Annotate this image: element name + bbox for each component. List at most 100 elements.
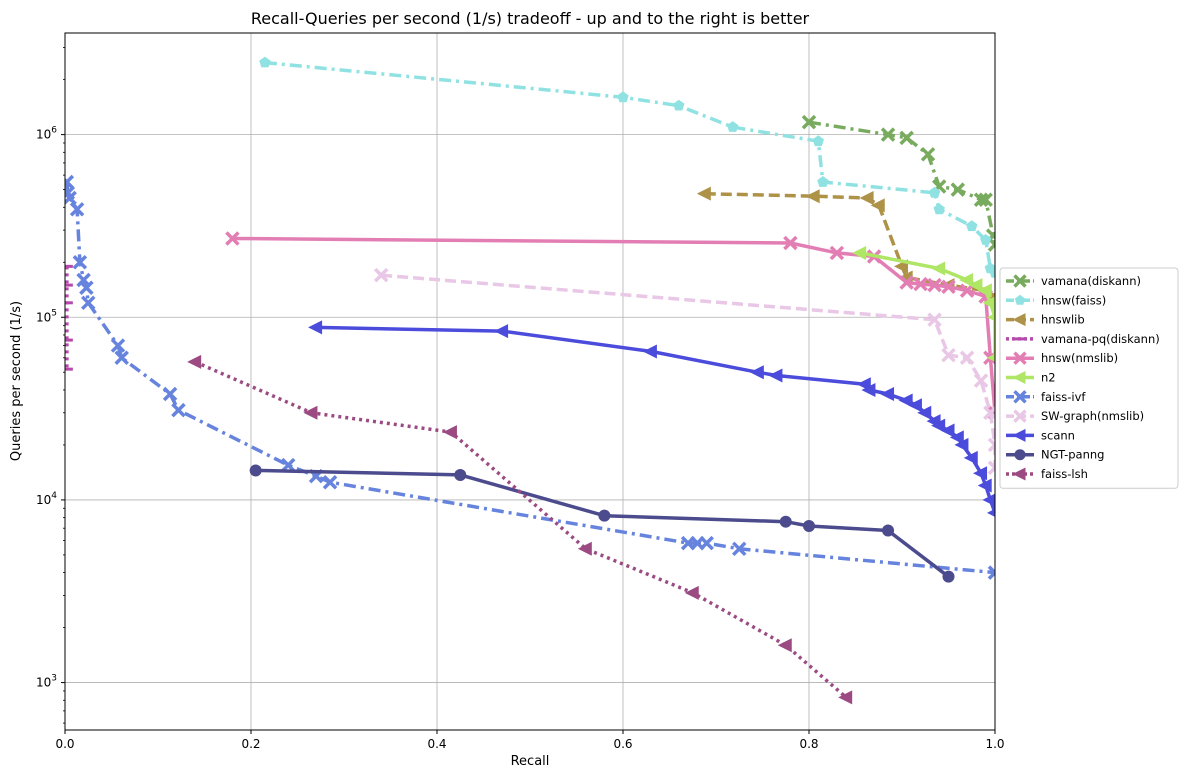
data-point — [917, 405, 932, 420]
data-point — [963, 450, 978, 465]
data-point — [920, 147, 936, 162]
data-point — [259, 56, 271, 68]
data-point — [880, 127, 896, 142]
data-point — [987, 437, 995, 453]
data-point — [187, 354, 202, 369]
data-point — [959, 272, 974, 287]
data-point — [852, 245, 867, 260]
data-point — [749, 365, 764, 380]
y-tick-label: 103 — [36, 674, 57, 690]
data-point — [927, 277, 942, 293]
data-point — [968, 278, 983, 293]
legend-label: scann — [1041, 428, 1075, 442]
legend-box — [999, 267, 1179, 489]
data-point — [249, 464, 262, 477]
series-scann — [308, 320, 995, 517]
data-point — [72, 255, 88, 270]
legend-item: NGT-panng — [1006, 448, 1104, 462]
legend-item: scann — [1006, 428, 1075, 442]
x-tick-label: 0.2 — [241, 737, 260, 751]
data-point — [801, 114, 817, 130]
data-point — [727, 121, 739, 132]
legend-marker — [1012, 467, 1026, 481]
series-hnsw-nmslib- — [225, 231, 995, 421]
data-point — [69, 202, 85, 217]
legend-label: vamana(diskann) — [1041, 274, 1141, 288]
legend-marker — [1013, 274, 1027, 288]
data-point — [942, 570, 955, 583]
data-point — [880, 387, 895, 402]
data-point — [171, 402, 186, 418]
data-point — [931, 261, 946, 276]
chart-title: Recall-Queries per second (1/s) tradeoff… — [251, 9, 810, 28]
legend-label: vamana-pq(diskann) — [1041, 332, 1160, 346]
data-point — [913, 276, 928, 292]
x-tick-label: 1.0 — [985, 737, 1004, 751]
data-point — [454, 468, 467, 481]
data-point — [966, 220, 978, 232]
legend-item: hnsw(faiss) — [1006, 293, 1106, 307]
data-point — [442, 425, 457, 440]
y-tick-label: 106 — [36, 126, 57, 142]
series-layer — [65, 56, 995, 705]
data-point — [779, 515, 792, 528]
data-point — [684, 585, 699, 600]
data-point — [777, 638, 792, 653]
series-hnsw-faiss- — [259, 56, 995, 278]
data-point — [732, 541, 747, 557]
data-point — [783, 235, 798, 251]
legend-marker — [1012, 313, 1026, 327]
data-point — [899, 130, 914, 146]
data-point — [76, 272, 91, 288]
data-point — [931, 418, 946, 433]
series-faiss-ivf — [65, 174, 995, 580]
data-point — [933, 203, 945, 215]
legend-label: hnsw(faiss) — [1041, 293, 1106, 307]
data-point — [838, 690, 853, 705]
legend-item: faiss-ivf — [1006, 390, 1086, 404]
axis-ticks: 0.0 0.2 0.4 0.6 0.8 1.0 103 104 105 106 — [36, 47, 1005, 751]
legend: vamana(diskann) hnsw(faiss) hnswlib vamana-… — [999, 267, 1179, 489]
x-tick-label: 0.0 — [55, 737, 74, 751]
x-tick-label: 0.8 — [799, 737, 818, 751]
data-point — [577, 541, 592, 556]
data-point — [598, 509, 611, 522]
series-sw-graph-nmslib- — [373, 267, 995, 475]
data-point — [805, 189, 820, 204]
legend-label: faiss-ivf — [1041, 390, 1086, 404]
data-point — [803, 519, 815, 532]
data-point — [812, 135, 824, 147]
data-point — [829, 245, 845, 261]
legend-item: vamana(diskann) — [1006, 274, 1141, 288]
legend-item: n2 — [1006, 371, 1056, 385]
data-point — [982, 296, 995, 310]
data-point — [280, 457, 296, 473]
data-point — [114, 350, 129, 366]
data-point — [699, 535, 714, 551]
legend-label: n2 — [1041, 371, 1056, 385]
data-point — [768, 368, 783, 383]
y-tick-label: 105 — [36, 308, 57, 324]
data-point — [973, 373, 989, 388]
data-point — [940, 423, 955, 438]
data-point — [973, 192, 989, 207]
data-point — [303, 405, 318, 420]
data-point — [950, 182, 966, 197]
data-point — [162, 386, 178, 402]
data-point — [980, 234, 992, 245]
series-line — [381, 273, 995, 468]
data-point — [696, 186, 711, 201]
data-point — [983, 405, 995, 421]
x-tick-label: 0.4 — [427, 737, 446, 751]
data-point — [322, 474, 338, 490]
legend-marker — [1013, 409, 1027, 423]
legend-item: faiss-lsh — [1006, 467, 1088, 481]
data-point — [225, 231, 240, 246]
legend-item: hnsw(nmslib) — [1006, 351, 1118, 365]
x-axis-label: Recall — [511, 754, 550, 769]
data-point — [373, 267, 389, 283]
legend-marker — [1013, 351, 1027, 365]
data-point — [899, 275, 914, 290]
